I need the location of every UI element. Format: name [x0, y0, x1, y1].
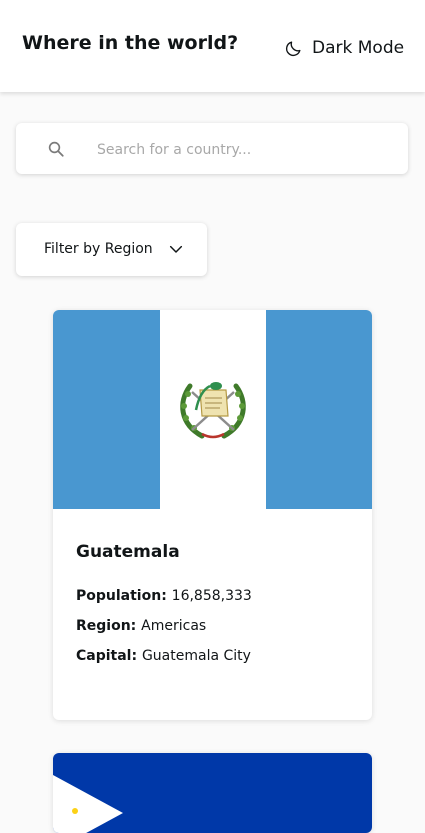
country-flag	[53, 310, 372, 509]
chevron-down-icon	[169, 245, 183, 253]
country-card[interactable]: Guatemala Population: 16,858,333 Region:…	[53, 310, 372, 720]
search-input[interactable]	[95, 135, 399, 164]
country-card-body: Guatemala Population: 16,858,333 Region:…	[76, 542, 252, 678]
capital-row: Capital: Guatemala City	[76, 648, 252, 678]
filter-label: Filter by Region	[44, 241, 153, 257]
moon-icon	[285, 40, 301, 56]
country-flag	[53, 753, 372, 833]
population-row: Population: 16,858,333	[76, 588, 252, 618]
search-icon	[48, 141, 64, 157]
app-title: Where in the world?	[22, 32, 239, 54]
capital-value: Guatemala City	[141, 648, 251, 664]
capital-label: Capital:	[76, 648, 142, 664]
country-card[interactable]	[53, 753, 372, 833]
search-box[interactable]	[16, 123, 408, 174]
app-header: Where in the world? Dark Mode	[0, 0, 425, 92]
population-label: Population:	[76, 588, 172, 604]
region-filter-dropdown[interactable]: Filter by Region	[16, 223, 207, 276]
country-name: Guatemala	[76, 542, 180, 562]
coat-of-arms-icon	[180, 382, 246, 439]
region-label: Region:	[76, 618, 142, 634]
dark-mode-toggle[interactable]: Dark Mode	[284, 36, 404, 60]
population-value: 16,858,333	[171, 588, 252, 604]
dark-mode-label: Dark Mode	[312, 38, 405, 58]
region-value: Americas	[141, 618, 207, 634]
region-row: Region: Americas	[76, 618, 252, 648]
